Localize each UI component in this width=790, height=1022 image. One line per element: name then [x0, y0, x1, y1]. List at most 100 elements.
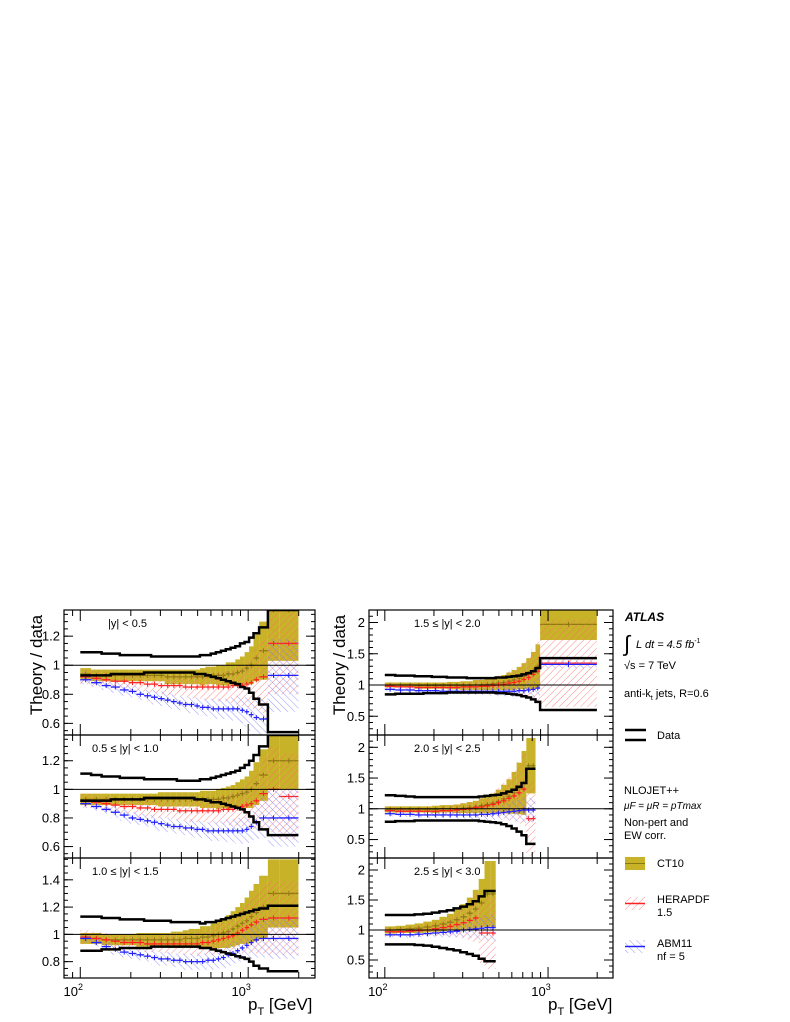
y-axis-title-right: Theory / data	[330, 614, 349, 715]
x-axis-title-unit: [GeV]	[564, 995, 612, 1014]
y-tick-label: 0.6	[42, 716, 60, 731]
plot-area	[64, 735, 315, 847]
legend-abm11-label: ABM11	[657, 938, 692, 950]
svg-text:pT [GeV]: pT [GeV]	[548, 995, 612, 1018]
rapidity-bin-label: 0.5 ≤ |y| < 1.0	[92, 743, 158, 755]
data-uncertainty-lower	[80, 945, 299, 973]
x-tick-label: 103	[531, 982, 550, 999]
y-tick-label: 1.5	[347, 893, 365, 908]
rapidity-bin-label: 1.0 ≤ |y| < 1.5	[92, 866, 158, 878]
data-uncertainty-lower	[80, 671, 299, 734]
x-tick-base: 10	[368, 984, 382, 999]
x-axis-title-right: pT [GeV]	[548, 995, 612, 1018]
y-tick-label: 0.5	[347, 832, 365, 847]
theory-line-3: Non-pert and	[624, 817, 688, 829]
panel-frame	[63, 857, 316, 979]
rapidity-bin-label: 1.5 ≤ |y| < 2.0	[414, 618, 480, 630]
plot-area	[369, 861, 613, 969]
panel-right-2: 0.5 1 1.5 2 2.0 ≤ |y| < 2.5	[347, 734, 614, 859]
y-tick-label: 0.6	[42, 839, 60, 854]
x-tick-exponent: 2	[383, 982, 388, 992]
legend-herapdf-label-2: 1.5	[657, 907, 672, 919]
x-axis-title-p: p	[548, 995, 557, 1014]
theory-line-4: EW corr.	[624, 830, 666, 842]
y-tick-label: 2	[358, 740, 365, 755]
integral-sign: ∫	[622, 631, 632, 656]
data-uncertainty-upper	[80, 735, 299, 783]
series-abm11	[80, 918, 299, 970]
y-tick-label: 1	[358, 678, 365, 693]
panel-right-1: 0.5 1 1.5 2 1.5 ≤ |y| < 2.0	[347, 609, 614, 736]
y-tick-label: 1.2	[42, 753, 60, 768]
chart-panels: 0.6 0.8 1 1.2 |y| < 0.5 0.6 0.8 1 1.2 0.5 ≤ |y| <…	[42, 609, 614, 999]
y-tick-label: 2	[358, 863, 365, 878]
rapidity-bin-label: 2.5 ≤ |y| < 3.0	[414, 866, 480, 878]
x-axis-title-sub: T	[557, 1006, 564, 1018]
energy-label: √s = 7 TeV	[624, 660, 677, 672]
x-tick-exponent: 3	[546, 982, 551, 992]
x-tick-exponent: 3	[246, 982, 251, 992]
jet-algo-label: anti-kt jets, R=0.6	[624, 688, 709, 702]
legend-data-label: Data	[657, 730, 681, 742]
x-tick-label: 102	[368, 982, 387, 999]
plot-area	[369, 610, 613, 712]
data-uncertainty-upper	[80, 904, 299, 925]
y-tick-label: 1	[358, 801, 365, 816]
series-herapdf	[384, 752, 536, 856]
rapidity-bin-label: 2.0 ≤ |y| < 2.5	[414, 743, 480, 755]
y-tick-label: 1.5	[347, 771, 365, 786]
plot-area	[369, 738, 613, 856]
y-tick-label: 0.8	[42, 954, 60, 969]
series-abm11	[80, 789, 299, 847]
x-axis-title-left: pT [GeV]	[248, 995, 312, 1018]
data-uncertainty-upper	[384, 889, 496, 917]
data-uncertainty-lower	[384, 819, 536, 846]
y-tick-label: 0.5	[347, 953, 365, 968]
legend: ATLAS ∫ L dt = 4.5 fb-1 √s = 7 TeV anti-…	[622, 610, 710, 963]
rapidity-bin-label: |y| < 0.5	[108, 618, 147, 630]
y-tick-label: 1	[53, 658, 60, 673]
data-uncertainty-lower	[384, 691, 597, 712]
legend-abm11-label-2: nf = 5	[657, 951, 685, 963]
x-axis-title-p: p	[248, 995, 257, 1014]
y-tick-label: 2	[358, 615, 365, 630]
y-tick-label: 1.2	[42, 629, 60, 644]
x-tick-label: 103	[231, 982, 250, 999]
series-abm11	[80, 639, 299, 735]
y-tick-label: 1	[53, 927, 60, 942]
x-axis-title-unit: [GeV]	[264, 995, 312, 1014]
data-uncertainty-lower	[80, 796, 299, 837]
x-tick-exponent: 2	[78, 982, 83, 992]
y-tick-label: 0.5	[347, 709, 365, 724]
panel-left-1: 0.6 0.8 1 1.2 |y| < 0.5	[42, 609, 316, 736]
y-tick-label: 1.4	[42, 872, 60, 887]
atlas-label: ATLAS	[624, 610, 664, 624]
theory-line-2: μF = μR = pTmax	[623, 801, 702, 812]
y-tick-label: 1	[53, 782, 60, 797]
theory-line-1: NLOJET++	[624, 785, 679, 797]
y-axis-title-left: Theory / data	[27, 614, 46, 715]
data-uncertainty-upper	[80, 610, 299, 658]
plot-area	[64, 859, 315, 973]
y-tick-label: 0.8	[42, 810, 60, 825]
y-tick-label: 0.8	[42, 687, 60, 702]
y-tick-label: 1	[358, 923, 365, 938]
legend-herapdf-label: HERAPDF	[657, 894, 710, 906]
data-uncertainty-upper	[384, 767, 536, 799]
panel-left-2: 0.6 0.8 1 1.2 0.5 ≤ |y| < 1.0	[42, 734, 316, 859]
y-tick-label: 1.5	[347, 646, 365, 661]
x-tick-base: 10	[531, 984, 545, 999]
x-tick-label: 102	[64, 982, 83, 999]
x-axis-title-sub: T	[257, 1006, 264, 1018]
lumi-label: L dt = 4.5 fb-1	[636, 638, 701, 651]
x-tick-base: 10	[231, 984, 245, 999]
data-uncertainty-lower	[384, 943, 496, 963]
svg-text:pT [GeV]: pT [GeV]	[248, 995, 312, 1018]
plot-area	[64, 610, 315, 735]
y-tick-label: 1.2	[42, 900, 60, 915]
data-uncertainty-upper	[384, 656, 597, 680]
x-tick-base: 10	[64, 984, 78, 999]
